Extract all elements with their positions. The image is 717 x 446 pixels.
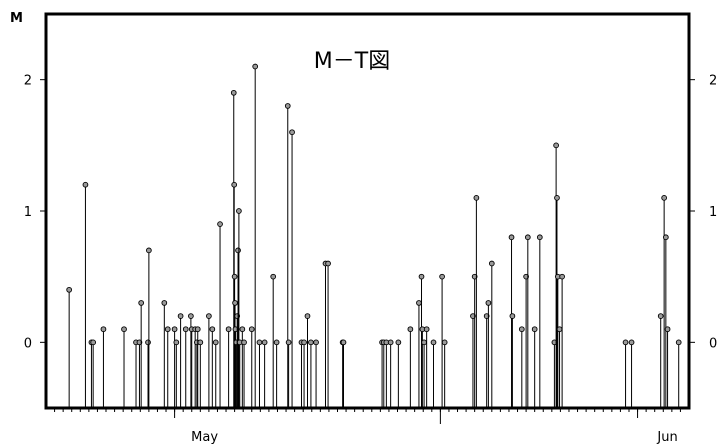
event-point	[146, 247, 152, 254]
event-point	[439, 273, 445, 280]
event-point	[232, 300, 238, 306]
event-point	[301, 339, 307, 346]
event-point	[136, 339, 143, 346]
event-point	[173, 339, 180, 346]
event-point	[418, 273, 425, 280]
event-point	[261, 339, 268, 346]
event-point	[664, 326, 671, 333]
event-point	[164, 326, 171, 333]
event-point	[188, 313, 194, 319]
event-point	[90, 339, 97, 346]
event-point	[256, 339, 263, 346]
event-point	[416, 300, 422, 306]
event-point	[100, 326, 107, 333]
y-tick-label-right: 2	[709, 74, 717, 89]
event-point	[313, 339, 319, 346]
y-ticks: 0 0 1 1 2 2	[24, 74, 717, 352]
event-point	[231, 273, 238, 280]
event-point	[241, 339, 247, 346]
event-point	[553, 142, 559, 149]
event-point	[488, 260, 495, 267]
event-point	[622, 339, 629, 346]
event-point	[138, 300, 145, 306]
event-point	[182, 326, 189, 333]
event-point	[236, 208, 242, 214]
event-point	[206, 313, 212, 319]
event-point	[395, 339, 402, 346]
event-point	[430, 339, 437, 346]
chart-title: M－T図	[314, 49, 390, 74]
event-point	[161, 300, 168, 306]
event-point	[518, 326, 525, 333]
event-point	[473, 195, 480, 201]
event-point	[308, 339, 314, 346]
event-point	[212, 339, 219, 346]
event-point	[423, 326, 430, 333]
event-point	[531, 326, 538, 333]
event-point	[524, 234, 531, 241]
event-point	[470, 313, 476, 319]
event-point	[289, 129, 295, 136]
x-tick-label: May	[191, 430, 218, 445]
event-point	[285, 339, 292, 346]
event-point	[628, 339, 635, 346]
x-ticks: May Jun	[54, 408, 681, 445]
event-point	[235, 247, 241, 254]
event-point	[421, 339, 427, 346]
event-point	[483, 313, 490, 319]
event-point	[661, 195, 667, 201]
y-axis-label: M	[10, 11, 23, 26]
event-point	[340, 339, 347, 346]
event-point	[508, 234, 515, 241]
event-point	[325, 260, 331, 267]
y-tick-label-left: 1	[24, 205, 32, 220]
event-point	[145, 339, 151, 346]
event-point	[239, 326, 246, 333]
y-tick-label-left: 0	[24, 336, 32, 351]
y-tick-label-left: 2	[24, 74, 32, 89]
stems-layer	[66, 63, 682, 408]
y-tick-label-right: 0	[709, 336, 717, 351]
event-point	[248, 326, 255, 333]
event-point	[197, 339, 204, 346]
event-point	[270, 273, 277, 280]
event-point	[273, 339, 280, 346]
event-point	[657, 313, 664, 319]
event-point	[387, 339, 394, 346]
event-point	[231, 181, 238, 188]
event-point	[559, 273, 565, 280]
event-point	[230, 89, 237, 96]
event-point	[663, 234, 669, 241]
event-point	[536, 234, 543, 241]
event-point	[509, 313, 516, 319]
event-point	[441, 339, 448, 346]
event-point	[284, 103, 291, 109]
event-point	[556, 326, 563, 333]
event-point	[304, 313, 311, 319]
event-point	[485, 300, 492, 306]
event-point	[675, 339, 682, 346]
event-point	[209, 326, 216, 333]
event-point	[177, 313, 184, 319]
event-point	[252, 63, 259, 70]
y-tick-label-right: 1	[709, 205, 717, 220]
event-point	[121, 326, 127, 333]
event-point	[82, 181, 89, 188]
event-point	[554, 195, 560, 201]
event-point	[225, 326, 232, 333]
event-point	[66, 286, 72, 293]
event-point	[194, 326, 201, 333]
event-point	[523, 273, 529, 280]
event-point	[407, 326, 414, 333]
event-point	[471, 273, 478, 280]
event-point	[171, 326, 178, 333]
x-tick-label: Jun	[656, 430, 677, 445]
event-point	[217, 221, 223, 227]
